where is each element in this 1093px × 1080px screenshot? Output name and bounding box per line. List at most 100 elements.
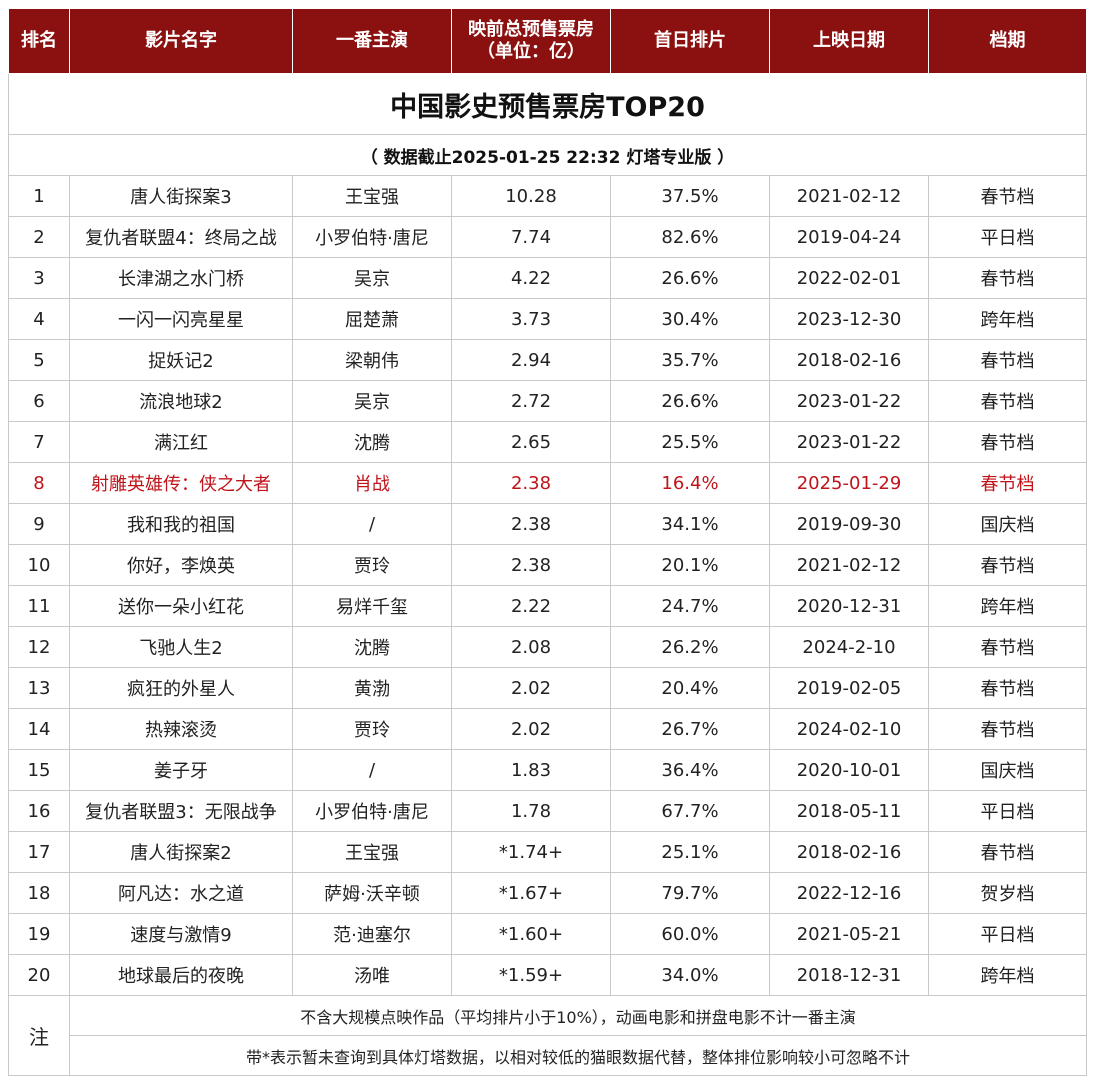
cell-season: 跨年档 — [928, 954, 1087, 996]
cell-first-day: 20.1% — [610, 544, 770, 586]
cell-rank: 5 — [8, 339, 70, 381]
table-row: 18 阿凡达：水之道 萨姆·沃辛顿 *1.67+ 79.7% 2022-12-16 贺岁档 — [8, 872, 1087, 914]
box-office-table-frame: 中国影史预售票房TOP20 （ 数据截止2025-01-25 22:32 灯塔专… — [8, 8, 1087, 1076]
cell-season: 跨年档 — [928, 298, 1087, 340]
cell-season: 跨年档 — [928, 585, 1087, 627]
cell-season: 春节档 — [928, 831, 1087, 873]
cell-film: 热辣滚烫 — [69, 708, 293, 750]
cell-season: 春节档 — [928, 544, 1087, 586]
cell-lead: 范·迪塞尔 — [292, 913, 452, 955]
cell-first-day: 26.6% — [610, 380, 770, 422]
cell-release: 2022-12-16 — [769, 872, 929, 914]
cell-presale: 2.08 — [451, 626, 611, 668]
cell-presale: 2.38 — [451, 544, 611, 586]
cell-film: 阿凡达：水之道 — [69, 872, 293, 914]
cell-season: 国庆档 — [928, 503, 1087, 545]
cell-release: 2024-2-10 — [769, 626, 929, 668]
note-line: 带*表示暂未查询到具体灯塔数据，以相对较低的猫眼数据代替，整体排位影响较小可忽略… — [69, 1035, 1087, 1076]
cell-rank: 11 — [8, 585, 70, 627]
cell-rank: 8 — [8, 462, 70, 504]
cell-season: 春节档 — [928, 421, 1087, 463]
table-row: 9 我和我的祖国/2.38 34.1% 2019-09-30 国庆档 — [8, 503, 1087, 545]
cell-first-day: 16.4% — [610, 462, 770, 504]
table-row: 14 热辣滚烫 贾玲 2.02 26.7% 2024-02-10 春节档 — [8, 708, 1087, 750]
header-release: 上映日期 — [769, 8, 929, 74]
cell-first-day: 25.1% — [610, 831, 770, 873]
table-row: 16 复仇者联盟3：无限战争 小罗伯特·唐尼 1.78 67.7% 2018-05-11 平… — [8, 790, 1087, 832]
cell-rank: 2 — [8, 216, 70, 258]
cell-presale: 1.83 — [451, 749, 611, 791]
cell-first-day: 24.7% — [610, 585, 770, 627]
cell-film: 流浪地球2 — [69, 380, 293, 422]
cell-season: 春节档 — [928, 462, 1087, 504]
cell-release: 2025-01-29 — [769, 462, 929, 504]
cell-film: 满江红 — [69, 421, 293, 463]
cell-lead: 萨姆·沃辛顿 — [292, 872, 452, 914]
cell-presale: 7.74 — [451, 216, 611, 258]
note-line: 不含大规模点映作品（平均排片小于10%），动画电影和拼盘电影不计一番主演 — [69, 995, 1087, 1036]
table-row: 10 你好，李焕英 贾玲 2.38 20.1% 2021-02-12 春节档 — [8, 544, 1087, 586]
cell-first-day: 25.5% — [610, 421, 770, 463]
cell-release: 2018-12-31 — [769, 954, 929, 996]
cell-season: 春节档 — [928, 257, 1087, 299]
cell-lead: 梁朝伟 — [292, 339, 452, 381]
cell-film: 唐人街探案3 — [69, 175, 293, 217]
cell-season: 春节档 — [928, 708, 1087, 750]
cell-lead: 王宝强 — [292, 831, 452, 873]
cell-release: 2018-02-16 — [769, 831, 929, 873]
cell-presale: *1.59+ — [451, 954, 611, 996]
cell-release: 2021-05-21 — [769, 913, 929, 955]
cell-lead: 黄渤 — [292, 667, 452, 709]
cell-first-day: 35.7% — [610, 339, 770, 381]
table-row: 5 捉妖记2 梁朝伟 2.94 35.7% 2018-02-16 春节档 — [8, 339, 1087, 381]
table-row: 15 姜子牙/1.83 36.4% 2020-10-01 国庆档 — [8, 749, 1087, 791]
presale-box-office-table: 中国影史预售票房TOP20 （ 数据截止2025-01-25 22:32 灯塔专… — [8, 8, 1087, 1076]
cell-lead: 沈腾 — [292, 626, 452, 668]
cell-release: 2019-09-30 — [769, 503, 929, 545]
table-title: 中国影史预售票房TOP20 — [8, 73, 1087, 135]
cell-rank: 4 — [8, 298, 70, 340]
header-season: 档期 — [928, 8, 1087, 74]
table-row: 2 复仇者联盟4：终局之战 小罗伯特·唐尼 7.74 82.6% 2019-04-24 平日… — [8, 216, 1087, 258]
cell-lead: 王宝强 — [292, 175, 452, 217]
cell-presale: 2.22 — [451, 585, 611, 627]
cell-presale: 2.65 — [451, 421, 611, 463]
header-first-day: 首日排片 — [610, 8, 770, 74]
cell-film: 长津湖之水门桥 — [69, 257, 293, 299]
cell-release: 2019-04-24 — [769, 216, 929, 258]
cell-lead: 沈腾 — [292, 421, 452, 463]
cell-rank: 17 — [8, 831, 70, 873]
cell-first-day: 26.2% — [610, 626, 770, 668]
cell-season: 春节档 — [928, 339, 1087, 381]
cell-lead: 易烊千玺 — [292, 585, 452, 627]
table-row: 20 地球最后的夜晚 汤唯 *1.59+ 34.0% 2018-12-31 跨年档 — [8, 954, 1087, 996]
cell-film: 我和我的祖国 — [69, 503, 293, 545]
cell-season: 国庆档 — [928, 749, 1087, 791]
cell-rank: 6 — [8, 380, 70, 422]
cell-release: 2022-02-01 — [769, 257, 929, 299]
cell-first-day: 37.5% — [610, 175, 770, 217]
cell-film: 复仇者联盟3：无限战争 — [69, 790, 293, 832]
cell-release: 2019-02-05 — [769, 667, 929, 709]
cell-first-day: 26.7% — [610, 708, 770, 750]
cell-lead: 汤唯 — [292, 954, 452, 996]
table-row: 4 一闪一闪亮星星 屈楚萧 3.73 30.4% 2023-12-30 跨年档 — [8, 298, 1087, 340]
cell-lead: 小罗伯特·唐尼 — [292, 216, 452, 258]
cell-rank: 10 — [8, 544, 70, 586]
cell-film: 地球最后的夜晚 — [69, 954, 293, 996]
cell-film: 送你一朵小红花 — [69, 585, 293, 627]
cell-release: 2024-02-10 — [769, 708, 929, 750]
cell-lead: 吴京 — [292, 380, 452, 422]
cell-season: 春节档 — [928, 380, 1087, 422]
cell-release: 2020-12-31 — [769, 585, 929, 627]
cell-release: 2021-02-12 — [769, 544, 929, 586]
cell-presale: 2.38 — [451, 503, 611, 545]
cell-presale: 3.73 — [451, 298, 611, 340]
cell-first-day: 79.7% — [610, 872, 770, 914]
cell-presale: 4.22 — [451, 257, 611, 299]
cell-rank: 12 — [8, 626, 70, 668]
cell-lead: 吴京 — [292, 257, 452, 299]
cell-release: 2021-02-12 — [769, 175, 929, 217]
cell-rank: 20 — [8, 954, 70, 996]
cell-first-day: 36.4% — [610, 749, 770, 791]
